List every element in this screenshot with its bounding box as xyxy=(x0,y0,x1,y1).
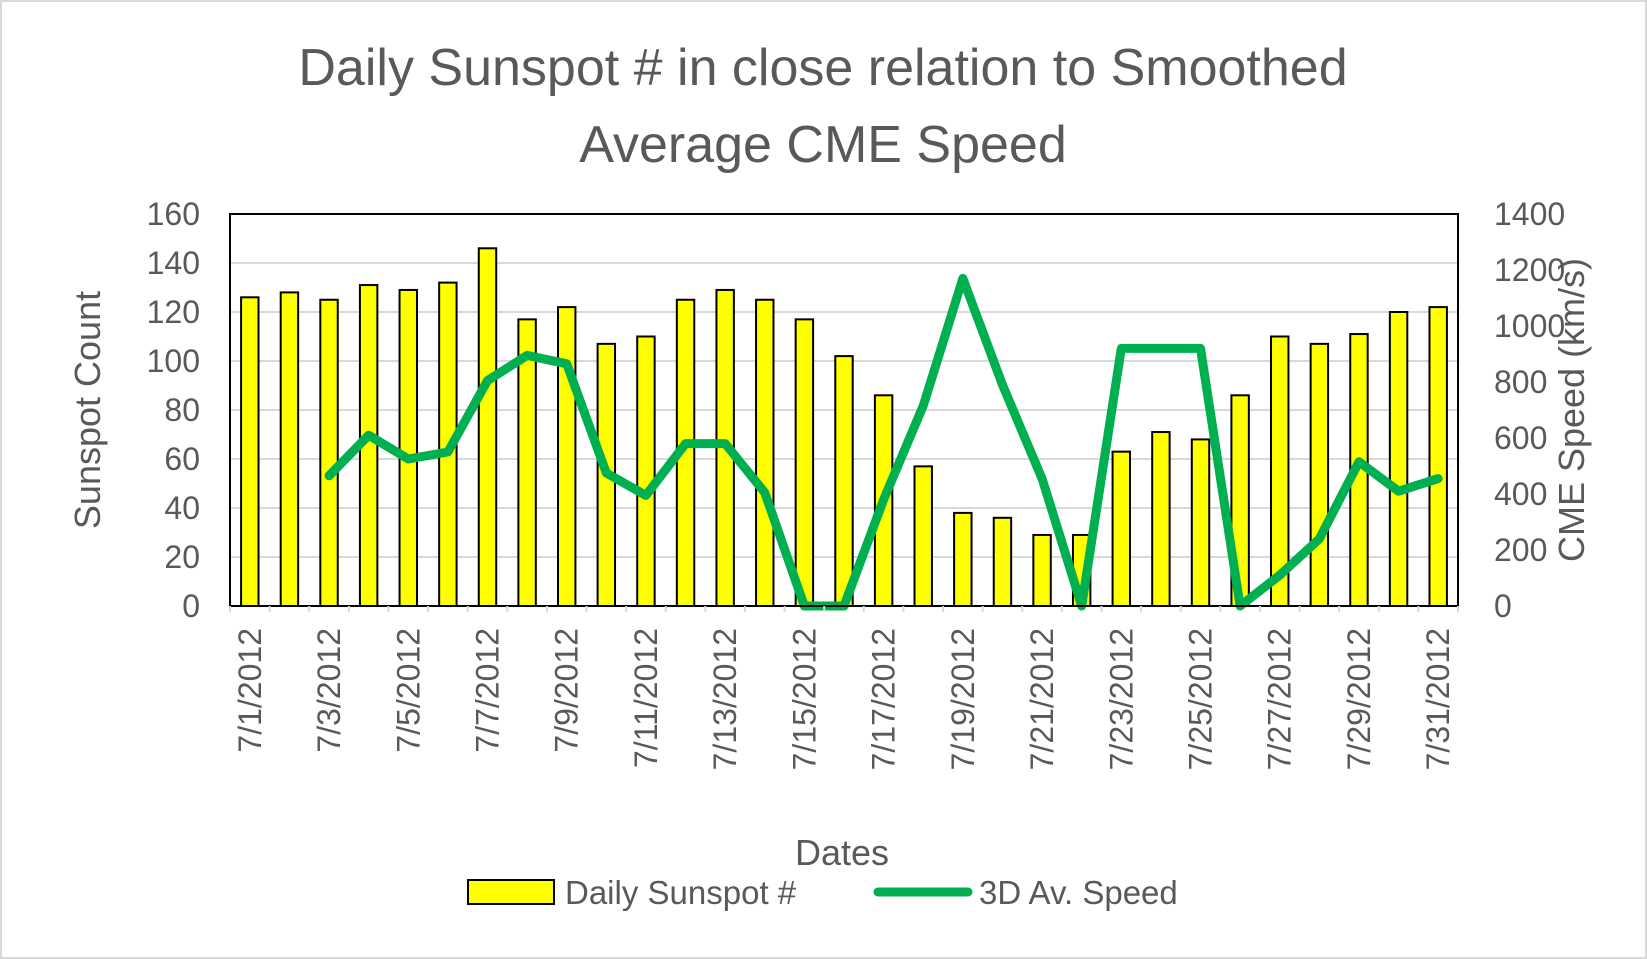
y-axis-title: Sunspot Count xyxy=(67,291,108,529)
y-tick-label-1: 20 xyxy=(164,539,200,575)
speed-point-13 xyxy=(763,491,766,494)
speed-point-8 xyxy=(565,362,568,365)
y2-tick-label-2: 400 xyxy=(1494,476,1547,512)
legend-label-daily-sunspot: Daily Sunspot # xyxy=(565,874,797,911)
x-tick-label-1: 7/3/2012 xyxy=(311,628,347,753)
speed-point-28 xyxy=(1357,460,1360,463)
x-tick-label-9: 7/19/2012 xyxy=(945,628,981,770)
speed-point-9 xyxy=(605,472,608,474)
bar-17 xyxy=(913,465,933,607)
y-tick-label-0: 0 xyxy=(182,588,200,624)
legend: Daily Sunspot # 3D Av. Speed xyxy=(467,874,1178,911)
y-tick-label-8: 160 xyxy=(147,196,200,232)
x-tick-label-12: 7/25/2012 xyxy=(1183,628,1219,770)
chart-title-line-1: Daily Sunspot # in close relation to Smo… xyxy=(298,39,1347,97)
y-tick-label-6: 120 xyxy=(147,294,200,330)
x-tick-label-7: 7/15/2012 xyxy=(786,628,822,770)
bar-20 xyxy=(1032,533,1052,608)
bar-18 xyxy=(953,511,973,607)
x-tick-label-2: 7/5/2012 xyxy=(390,628,426,753)
bar-24 xyxy=(1190,438,1211,607)
plot-area-border xyxy=(229,213,1459,607)
speed-point-24 xyxy=(1199,347,1202,350)
x-tick-label-0: 7/1/2012 xyxy=(232,628,268,753)
x-tick-label-11: 7/23/2012 xyxy=(1103,628,1139,770)
x-tick-label-5: 7/11/2012 xyxy=(628,628,664,768)
y-tick-label-3: 60 xyxy=(164,441,200,477)
bar-series-daily-sunspot xyxy=(240,247,1448,608)
bar-30 xyxy=(1428,306,1448,607)
bar-10 xyxy=(636,335,656,607)
bar-14 xyxy=(794,318,815,607)
y-tick-label-2: 40 xyxy=(164,490,200,526)
bar-1 xyxy=(279,291,300,607)
x-tick-label-10: 7/21/2012 xyxy=(1024,628,1060,770)
bar-22 xyxy=(1111,450,1132,607)
speed-point-4 xyxy=(407,458,410,460)
x-tick-label-13: 7/27/2012 xyxy=(1262,628,1298,770)
speed-point-17 xyxy=(922,404,925,407)
y2-tick-label-3: 600 xyxy=(1494,420,1547,456)
speed-point-18 xyxy=(961,277,964,280)
speed-point-12 xyxy=(724,442,727,445)
bar-19 xyxy=(992,516,1013,607)
chart-title-line-2: Average CME Speed xyxy=(579,116,1067,174)
x-tick-label-6: 7/13/2012 xyxy=(707,628,743,770)
line-series-3d-av-speed xyxy=(324,273,1443,611)
y2-tick-label-6: 1200 xyxy=(1494,252,1565,288)
chart-title: Daily Sunspot # in close relation to Smo… xyxy=(298,39,1347,174)
x-tick-label-3: 7/7/2012 xyxy=(469,628,505,753)
speed-point-29 xyxy=(1397,490,1400,493)
y2-tick-label-1: 200 xyxy=(1494,532,1547,568)
speed-point-5 xyxy=(446,451,449,453)
speed-point-16 xyxy=(882,498,885,501)
bar-27 xyxy=(1309,342,1330,607)
bar-29 xyxy=(1388,311,1409,607)
speed-point-19 xyxy=(1001,383,1004,386)
bar-2 xyxy=(319,298,339,607)
x-tick-label-4: 7/9/2012 xyxy=(549,628,585,753)
axes: 0 20 40 60 80 100 120 140 160 0 200 400 600 800 1000 12… xyxy=(147,196,1566,770)
speed-point-22 xyxy=(1120,347,1123,350)
speed-point-27 xyxy=(1318,537,1321,540)
speed-point-6 xyxy=(486,379,489,382)
x-axis-title: Dates xyxy=(795,832,889,873)
x-tick-label-14: 7/29/2012 xyxy=(1341,628,1377,770)
y2-axis-title: CME Speed (km/s) xyxy=(1551,258,1592,562)
speed-point-11 xyxy=(684,442,687,445)
speed-point-26 xyxy=(1278,574,1281,577)
y2-tick-label-7: 1400 xyxy=(1494,196,1565,232)
bar-13 xyxy=(755,298,775,607)
legend-swatch-daily-sunspot xyxy=(467,879,555,905)
y2-tick-label-4: 800 xyxy=(1494,364,1547,400)
x-tick-label-8: 7/17/2012 xyxy=(866,628,902,770)
bar-23 xyxy=(1151,431,1171,607)
speed-point-3 xyxy=(367,434,370,437)
bar-0 xyxy=(240,296,260,607)
bar-4 xyxy=(398,288,418,607)
y-tick-label-7: 140 xyxy=(147,245,200,281)
speed-point-7 xyxy=(526,354,529,357)
bar-15 xyxy=(834,355,854,607)
speed-point-23 xyxy=(1159,347,1162,350)
bar-6 xyxy=(477,247,498,608)
x-tick-label-15: 7/31/2012 xyxy=(1420,628,1456,770)
bar-8 xyxy=(556,306,577,607)
y2-tick-label-5: 1000 xyxy=(1494,308,1565,344)
y-tick-label-4: 80 xyxy=(164,392,200,428)
legend-label-3d-av-speed: 3D Av. Speed xyxy=(979,874,1178,911)
speed-point-2 xyxy=(328,474,331,477)
speed-point-10 xyxy=(644,494,647,497)
y2-tick-label-0: 0 xyxy=(1494,588,1512,624)
speed-point-20 xyxy=(1041,477,1044,480)
speed-point-30 xyxy=(1437,477,1440,480)
y-tick-label-5: 100 xyxy=(147,343,200,379)
